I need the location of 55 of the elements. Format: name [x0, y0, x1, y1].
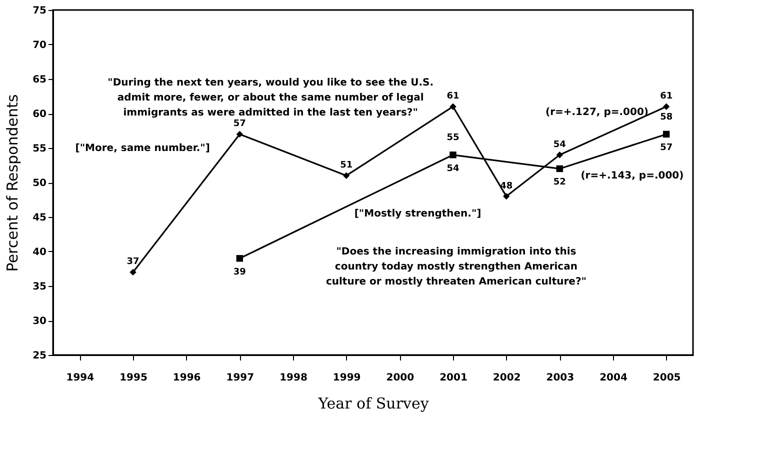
point [342, 172, 350, 179]
y-tick-label: 70 [32, 40, 47, 51]
point [450, 152, 456, 158]
y-tick-label: 25 [32, 350, 47, 362]
point [236, 255, 244, 262]
annotation: (r=+.127, p=.000) [546, 106, 648, 118]
y-tick-label: 75 [32, 6, 47, 16]
data-label: 37 [126, 257, 140, 268]
x-tick-label: 1995 [120, 372, 148, 384]
x-tick-label: 1997 [226, 372, 254, 384]
x-tick-label: 2003 [546, 372, 574, 384]
point [450, 103, 456, 110]
y-tick-label: 65 [32, 74, 47, 86]
series-label: ["More, same number."] [75, 143, 210, 154]
point [556, 152, 564, 158]
data-label: 39 [233, 267, 246, 278]
point [502, 192, 510, 200]
y-tick-label: 35 [32, 282, 47, 292]
data-label: 61 [446, 92, 460, 102]
data-label: 57 [660, 143, 673, 154]
x-tick-label: 1994 [66, 372, 94, 384]
y-tick-label: 55 [32, 144, 47, 154]
y-tick-label: 45 [32, 212, 47, 224]
data-label: 52 [553, 178, 566, 188]
series-label: ["Mostly strengthen."] [354, 208, 482, 220]
y-tick-label: 60 [32, 109, 47, 120]
point [236, 130, 244, 138]
data-label: 51 [340, 160, 353, 171]
point [130, 268, 136, 276]
data-label: 48 [500, 181, 513, 192]
x-tick-label: 2005 [652, 372, 681, 384]
x-tick-label: 2004 [600, 372, 628, 384]
y-tick-label: 50 [32, 178, 47, 189]
x-axis-title: Year of Survey [317, 394, 430, 412]
point [556, 165, 564, 172]
y-tick-label: 30 [32, 316, 47, 327]
x-tick-label: 2000 [386, 372, 414, 384]
data-label: 57 [233, 119, 246, 130]
point [662, 130, 670, 138]
x-tick-label: 2002 [492, 372, 521, 384]
data-label: 54 [553, 140, 566, 150]
x-tick-label: 2001 [440, 372, 468, 384]
data-label: 61 [660, 92, 673, 102]
annotation: (r=+.143, p=.000) [580, 170, 684, 182]
y-tick-label: 40 [32, 247, 47, 258]
annotation: "Does the increasing immigration into this country today mostly strengthen American culture or mostly threaten American culture?" [326, 246, 586, 288]
data-label: 54 [446, 164, 460, 174]
x-tick-label: 1998 [280, 372, 308, 384]
x-tick-label: 1996 [172, 372, 201, 384]
annotation: 58 [660, 112, 673, 122]
annotation: 55 [446, 133, 460, 143]
x-tick-label: 1999 [332, 372, 361, 384]
annotation: "During the next ten years, would you like to see the U.S. admit more, fewer, or about the same number of legal immigrants as were admitted in the last ten years?" [108, 77, 434, 118]
point [662, 103, 670, 110]
y-axis-title: Percent of Respondents [4, 94, 22, 272]
